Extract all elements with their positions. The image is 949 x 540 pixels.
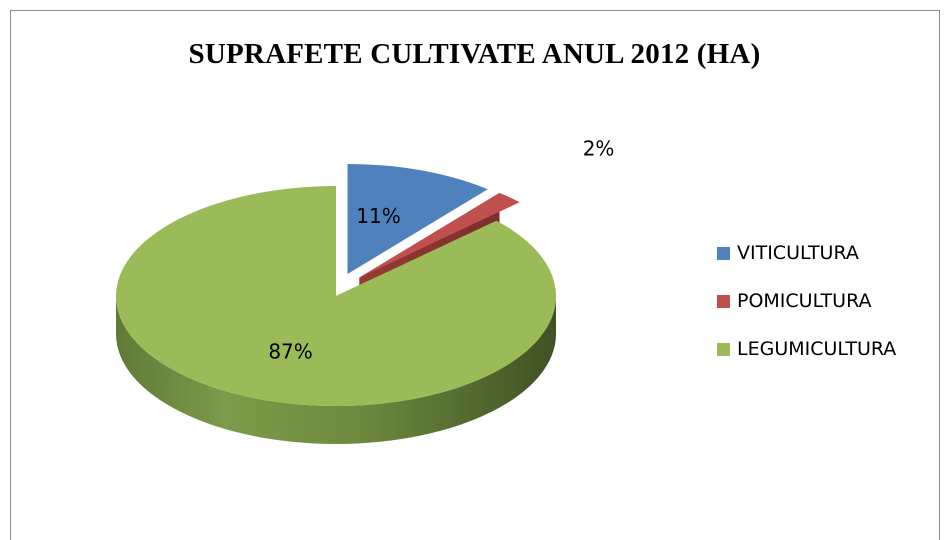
pie-chart: 11% 2% 87% — [116, 136, 615, 444]
pie-slice-pomicultura — [359, 192, 520, 278]
legend-label: VITICULTURA — [737, 242, 859, 264]
legend-swatch — [717, 343, 730, 356]
pie-slice-side-legumicultura — [116, 296, 556, 444]
data-label-viticultura: 11% — [356, 204, 400, 228]
legend-label: POMICULTURA — [737, 290, 872, 312]
chart-title: SUPRAFETE CULTIVATE ANUL 2012 (HA) — [188, 38, 761, 70]
pie-slice-legumicultura — [116, 186, 557, 406]
pie-slice-viticultura — [347, 164, 488, 275]
data-label-pomicultura: 2% — [583, 136, 615, 160]
legend-swatch — [717, 247, 730, 260]
data-label-legumicultura: 87% — [268, 339, 312, 363]
legend-swatch — [717, 295, 730, 308]
legend-label: LEGUMICULTURA — [737, 338, 897, 360]
